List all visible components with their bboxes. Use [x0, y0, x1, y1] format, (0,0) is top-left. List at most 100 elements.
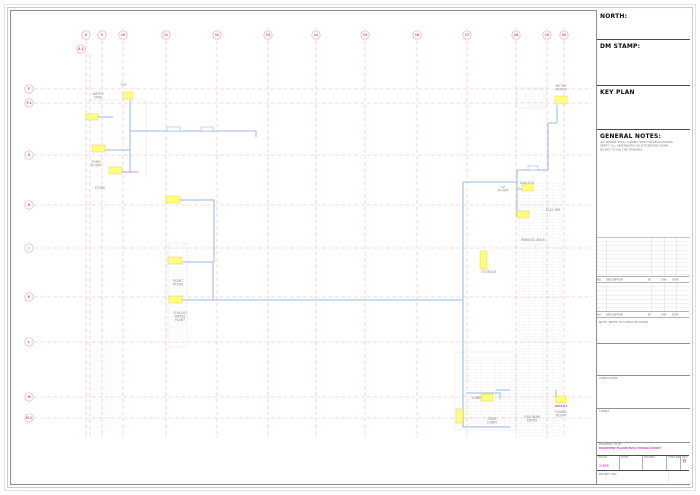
room-label: WATER TANK [92, 92, 104, 99]
north-label: NORTH: [600, 13, 628, 20]
equipment-tag [521, 183, 534, 192]
drawing-title-label: DRAWING TITLE: [599, 443, 622, 446]
field-date: DATE [620, 456, 644, 470]
title-block-footer: PROJECT NO: [597, 471, 689, 484]
room-label: SUB-STN [520, 181, 535, 185]
room-label: STORE [95, 186, 106, 190]
grid-bubble-label: 12 [215, 33, 219, 37]
grid-bubble-label: 15 [363, 33, 367, 37]
grid-bubble [462, 30, 472, 40]
pipe-run [178, 199, 215, 262]
pipe-run [548, 105, 558, 124]
grid-bubble [24, 150, 34, 160]
equipment-tag [516, 210, 530, 219]
grid-bubble-label: 11 [164, 33, 168, 37]
grid-bubble-label: M [27, 395, 30, 399]
client-label: CLIENT: [599, 410, 610, 413]
pipe-run [130, 130, 257, 137]
equipment-tag [168, 295, 183, 304]
plan-walls [88, 87, 547, 431]
equipment-tag [165, 195, 181, 204]
grid-bubble-label: 14 [314, 33, 319, 37]
pipe-run [183, 261, 214, 300]
sheet-border-inner [9, 9, 691, 486]
equipment-tag [480, 393, 494, 402]
sheet-border-outer [7, 7, 693, 488]
title-block-fields: SCALE 1:100 DATE DRAWN CHECKED REV 0 [597, 455, 689, 471]
equipment-tag [108, 166, 123, 175]
scale-value: 1:100 [599, 464, 609, 468]
field-rev: REV 0 [682, 456, 688, 464]
room-label: GUARD ROOM [555, 410, 567, 417]
general-notes-label: GENERAL NOTES: [600, 133, 662, 140]
hatch-region [92, 340, 112, 430]
grid-bubble-label: 19 [545, 33, 549, 37]
sheet-border-pink [4, 4, 696, 491]
grid-bubble-label: M.1 [26, 416, 32, 420]
room-label: LOBBY [472, 396, 482, 400]
grid-bubble-label: F.1 [27, 101, 32, 105]
room-label: CHILLED WATER PLANT [173, 311, 187, 322]
grid-bubble [212, 30, 222, 40]
grid-bubble-label: K [28, 295, 31, 299]
grid-bubble [511, 30, 521, 40]
grid-bubble-label: F [28, 87, 30, 91]
wall-line [454, 351, 517, 431]
revision-table-2-header: NO. DESCRIPTION BY CHK DATE [597, 311, 689, 318]
equipment-tag [555, 395, 567, 404]
grid-bubble [24, 292, 34, 302]
grid-bubble [24, 413, 34, 423]
hvac-pipes [90, 100, 558, 428]
title-block-panel: NORTH: DM STAMP: KEY PLAN GENERAL NOTES:… [596, 10, 690, 484]
grid-bubble-label: H [28, 203, 31, 207]
room-label: PUMP ROOM [91, 160, 101, 167]
consultant-label: CONSULTANT: [599, 377, 619, 380]
north-section: NORTH: [597, 10, 690, 40]
room-label: PLANT ROOM [173, 279, 183, 286]
grid-bubble [559, 30, 569, 40]
key-plan-label: KEY PLAN [600, 89, 635, 96]
grid-bubble [412, 30, 422, 40]
grid-bubble-label: 13 [266, 33, 270, 37]
pipe-run [467, 392, 501, 399]
revision-table-2: NO. DESCRIPTION BY CHK DATE [597, 283, 689, 318]
grid-bubble-label: 8.1 [78, 47, 83, 51]
dm-stamp-label: DM STAMP: [600, 43, 641, 50]
equipment-tags [85, 91, 568, 424]
grid-bubble-label: 17 [465, 33, 469, 37]
plan-hatches [82, 88, 563, 437]
grid-bubble-label: 10 [121, 33, 125, 37]
grid-bubble [24, 243, 34, 253]
field-checked: CHECKED [667, 456, 682, 470]
grid-bubble-label: L [28, 340, 30, 344]
footer-note: PROJECT NO: [599, 473, 618, 476]
grid-bubble [97, 30, 107, 40]
grid-bubble [263, 30, 273, 40]
room-label: STORAGE [481, 270, 496, 274]
equipment-tag [91, 144, 106, 153]
room-label: FHC [121, 83, 128, 87]
equipment-tag [455, 408, 464, 424]
grid-bubble-label: 20 [562, 33, 566, 37]
room-labels: WATER TANK PUMP ROOM STORE FHC PLANT ROOM CHILLE… [91, 83, 567, 424]
rev-value: 0 [683, 459, 687, 464]
general-notes-text: ALL WORKS SHALL COMPLY WITH DM REGULATIO… [600, 141, 674, 152]
grid-bubble [360, 30, 370, 40]
sheet-border-accent [12, 12, 688, 482]
grid-bubble [24, 98, 34, 108]
equipment-tag [479, 250, 488, 270]
grid-bubble-label: 9 [101, 33, 103, 37]
equipment-tag [554, 95, 568, 105]
grid-bubble-label: 18 [514, 33, 518, 37]
grid-bubble-label: J [27, 246, 29, 250]
grid-bubble [76, 44, 86, 54]
dm-stamp-section: DM STAMP: [597, 40, 690, 86]
field-scale: SCALE 1:100 [597, 456, 620, 470]
room-label: STAIR LOBBY [487, 417, 497, 424]
room-label: CAR PARK ENTRY [524, 415, 541, 422]
grid-bubble [311, 30, 321, 40]
pipe-fitting [527, 165, 539, 171]
drawing-title: BASEMENT FLOOR HVAC PIPING LAYOUT [599, 447, 662, 451]
general-notes-section: GENERAL NOTES: ALL WORKS SHALL COMPLY WI… [597, 130, 690, 238]
